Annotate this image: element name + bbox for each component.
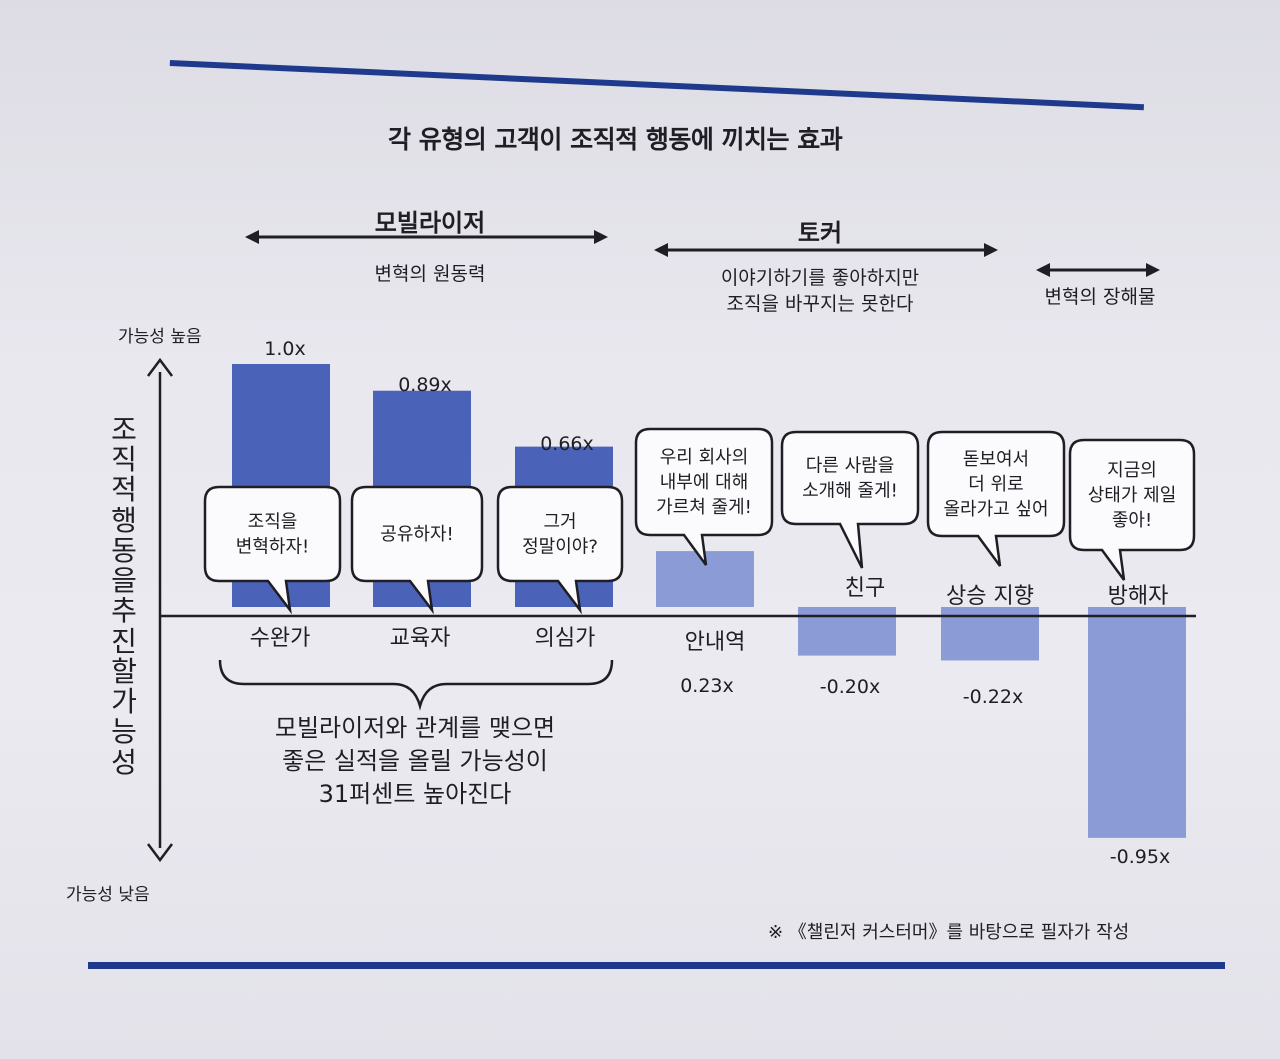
group-arrow-head-right bbox=[1146, 263, 1160, 277]
conclusion-text: 모빌라이저와 관계를 맺으면 좋은 실적을 올릴 가능성이 31퍼센트 높아진다 bbox=[200, 712, 630, 811]
speech-bubble-text: 올라가고 싶어 bbox=[943, 499, 1048, 520]
bar bbox=[1088, 607, 1186, 838]
category-label: 상승 지향 bbox=[946, 584, 1034, 609]
conclusion-line: 모빌라이저와 관계를 맺으면 bbox=[274, 714, 556, 742]
group-brace bbox=[218, 659, 614, 711]
group-arrow-head-left bbox=[1036, 263, 1050, 277]
chart-title: 각 유형의 고객이 조직적 행동에 끼치는 효과 bbox=[388, 125, 843, 154]
speech-bubble-text: 공유하자! bbox=[380, 524, 453, 545]
footnote: ※ 《챌린저 커스터머》를 바탕으로 필자가 작성 bbox=[768, 922, 1130, 943]
conclusion-line: 31퍼센트 높아진다 bbox=[318, 780, 512, 809]
value-label: -0.95x bbox=[1109, 846, 1171, 868]
speech-bubble-text: 좋아! bbox=[1112, 510, 1152, 531]
speech-bubble-text: 그거 bbox=[543, 512, 576, 533]
y-axis-label: 조직적 행동을 추진할 가능성 bbox=[111, 413, 137, 779]
speech-bubble-text: 가르쳐 줄게! bbox=[656, 497, 752, 518]
speech-bubble-text: 지금의 bbox=[1107, 460, 1157, 481]
speech-bubble bbox=[496, 485, 624, 615]
group-subtitle-blocker: 변혁의 장해물 bbox=[1044, 286, 1156, 308]
group-subtitle-talker-line: 조직을 바꾸지는 못한다 bbox=[726, 292, 914, 315]
y-axis-arrow-down bbox=[147, 843, 173, 863]
speech-bubble-text: 내부에 대해 bbox=[660, 472, 749, 493]
speech-bubble-text: 조직을 bbox=[248, 512, 298, 533]
group-arrow-head-right bbox=[594, 230, 608, 244]
speech-bubble bbox=[203, 485, 342, 615]
y-axis-arrow-up bbox=[147, 357, 173, 377]
value-label: -0.20x bbox=[819, 676, 881, 698]
speech-bubble-text: 다른 사람을 bbox=[806, 456, 895, 477]
group-arrow-head-left bbox=[654, 243, 668, 257]
category-label: 안내역 bbox=[684, 630, 746, 655]
speech-bubble-text: 변혁하자! bbox=[236, 537, 309, 558]
speech-bubble-text: 소개해 줄게! bbox=[802, 481, 898, 502]
speech-bubble-text: 우리 회사의 bbox=[660, 447, 749, 468]
group-arrow-head-right bbox=[984, 243, 998, 257]
axis-high-label: 가능성 높음 bbox=[118, 327, 202, 347]
bottom-rule bbox=[88, 962, 1225, 969]
bar bbox=[798, 607, 896, 656]
group-title-talker: 토커 bbox=[797, 219, 843, 247]
group-arrow-head-left bbox=[245, 230, 259, 244]
speech-bubble-text: 더 위로 bbox=[968, 474, 1023, 495]
speech-bubble-text: 상태가 제일 bbox=[1088, 485, 1177, 506]
category-label: 친구 bbox=[844, 576, 886, 601]
speech-bubble bbox=[780, 430, 920, 569]
category-label: 의심가 bbox=[534, 626, 596, 651]
value-label: 1.0x bbox=[264, 338, 306, 360]
value-label: 0.66x bbox=[540, 433, 594, 455]
speech-bubble bbox=[926, 430, 1066, 567]
category-label: 방해자 bbox=[1107, 584, 1169, 609]
speech-bubble bbox=[1068, 438, 1196, 581]
group-subtitle-mobilizer: 변혁의 원동력 bbox=[374, 263, 486, 285]
conclusion-line: 좋은 실적을 올릴 가능성이 bbox=[282, 747, 548, 776]
category-label: 교육자 bbox=[389, 626, 451, 651]
value-label: 0.23x bbox=[680, 675, 734, 697]
speech-bubble-text: 정말이야? bbox=[522, 537, 598, 558]
value-label: -0.22x bbox=[962, 686, 1024, 708]
speech-bubble bbox=[634, 427, 774, 566]
group-subtitle-talker: 이야기하기를 좋아하지만 조직을 바꾸지는 못한다 bbox=[660, 266, 980, 317]
group-title-mobilizer: 모빌라이저 bbox=[374, 209, 486, 237]
value-label: 0.89x bbox=[398, 374, 452, 396]
group-subtitle-talker-line: 이야기하기를 좋아하지만 bbox=[720, 267, 920, 289]
speech-bubble-text: 돋보여서 bbox=[963, 449, 1029, 470]
category-label: 수완가 bbox=[249, 626, 311, 651]
speech-bubble bbox=[350, 485, 484, 615]
axis-low-label: 가능성 낮음 bbox=[66, 885, 150, 905]
